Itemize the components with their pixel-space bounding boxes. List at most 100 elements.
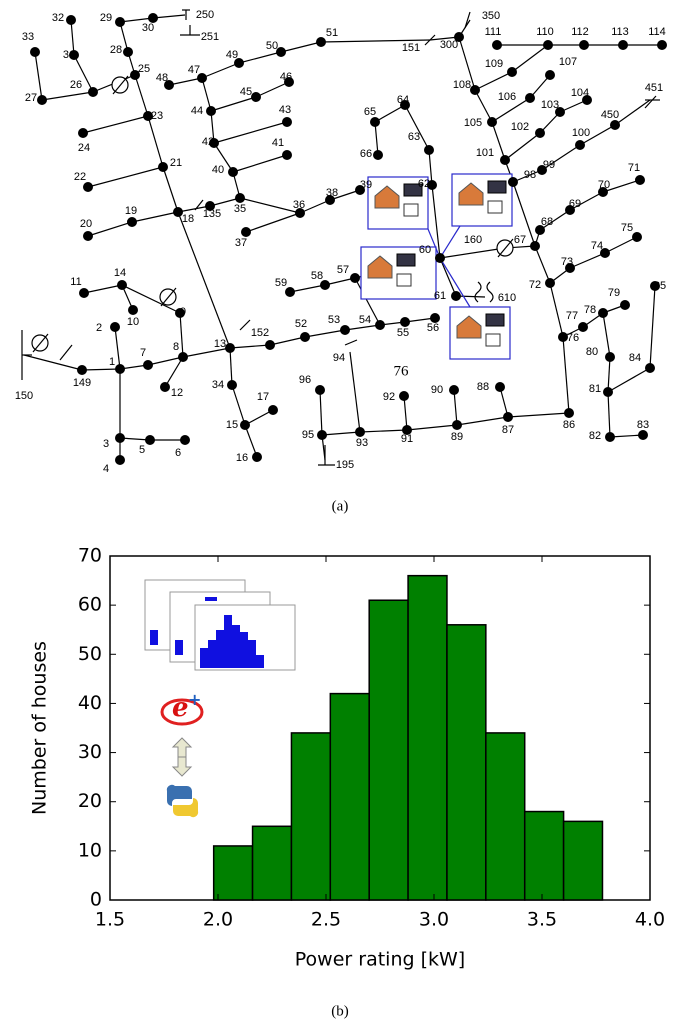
bar: [212, 845, 254, 901]
bus-label: 68: [541, 216, 553, 228]
bus-label: 26: [70, 79, 82, 91]
branch: [404, 104, 430, 151]
bus-node: [449, 385, 459, 395]
y-tick-label: 60: [78, 594, 102, 616]
bar: [251, 825, 293, 901]
bus-node: [282, 150, 292, 160]
branch: [607, 356, 611, 393]
bar: [485, 732, 526, 901]
bus-label: 80: [586, 346, 598, 358]
bus-label: 87: [502, 424, 514, 436]
bus-node: [618, 40, 628, 50]
bus-node: [400, 317, 410, 327]
branch: [182, 347, 231, 358]
bus-label: 37: [235, 237, 247, 249]
bus-node: [535, 128, 545, 138]
bus-label: 112: [571, 26, 589, 38]
bus-label: 13: [214, 338, 226, 350]
bus-node: [603, 387, 613, 397]
y-axis-label: Number of houses: [29, 641, 51, 815]
branch: [562, 336, 570, 414]
y-tick-label: 50: [78, 643, 102, 665]
bus-label: 44: [191, 105, 203, 117]
bus-node: [79, 288, 89, 298]
bus-node: [228, 167, 238, 177]
bus-node: [268, 405, 278, 415]
x-tick-label: 2.5: [311, 909, 341, 931]
branch: [529, 74, 551, 99]
bus-label: 12: [171, 387, 183, 399]
bus-node: [564, 408, 574, 418]
bus-label: 9: [180, 306, 186, 318]
bus-node: [575, 140, 585, 150]
bus-label: 113: [611, 26, 629, 38]
bus-node: [173, 207, 183, 217]
bus-node: [350, 273, 360, 283]
bar: [407, 574, 448, 901]
branch: [179, 312, 184, 358]
bus-label: 11: [70, 276, 81, 288]
branch: [244, 424, 258, 458]
bus-label: 610: [498, 292, 516, 304]
bus-node: [265, 340, 275, 350]
bus-node: [115, 17, 125, 27]
x-axis-label: Power rating [kW]: [295, 949, 465, 971]
bus-label: 110: [536, 26, 554, 38]
bus-node: [83, 182, 93, 192]
bar: [446, 624, 487, 901]
y-tick-label: 70: [78, 545, 102, 567]
bus-label: 67: [514, 234, 526, 246]
branch: [210, 110, 215, 144]
branch: [280, 41, 322, 53]
branch: [321, 431, 361, 436]
bus-node: [197, 73, 207, 83]
bus-node: [620, 300, 630, 310]
branch: [374, 121, 379, 156]
branch: [245, 212, 301, 233]
bar: [523, 810, 565, 901]
bus-node: [37, 95, 47, 105]
battery: [485, 333, 501, 347]
branch: [164, 356, 184, 388]
bus-label: 31: [63, 49, 75, 61]
bus-node: [487, 117, 497, 127]
bus-node: [565, 205, 575, 215]
branch: [569, 252, 606, 269]
bus-label: 70: [598, 179, 610, 191]
bus-node: [435, 253, 445, 263]
pv-panel: [403, 183, 423, 197]
bus-node: [375, 320, 385, 330]
bus-node: [160, 382, 170, 392]
bus-node: [206, 106, 216, 116]
bus-node: [503, 412, 513, 422]
bus-label: 86: [563, 419, 575, 431]
bus-label: 4: [103, 463, 109, 475]
branch: [147, 115, 164, 168]
bus-label: 52: [295, 318, 307, 330]
bus-node: [525, 93, 535, 103]
x-tick-label: 2.0: [203, 909, 233, 931]
branch: [289, 284, 326, 293]
branch: [507, 412, 570, 418]
branch: [213, 142, 234, 173]
bus-label: 73: [561, 256, 573, 268]
branch: [82, 115, 149, 134]
house-icon: [456, 315, 482, 339]
bus-label: 21: [170, 157, 182, 169]
bus-node: [558, 332, 568, 342]
branch: [201, 77, 212, 112]
y-tick-label: 20: [78, 790, 102, 812]
bus-label: 38: [326, 187, 338, 199]
bar: [368, 599, 409, 901]
bus-node: [578, 322, 588, 332]
bus-node: [241, 227, 251, 237]
bus-node: [325, 195, 335, 205]
bus-label: 8: [173, 341, 179, 353]
bus-label: 43: [279, 104, 291, 116]
branch: [255, 81, 290, 98]
branch: [114, 326, 121, 370]
bus-label: 98: [524, 169, 536, 181]
bus-label: 99: [543, 159, 555, 171]
bus-node: [600, 248, 610, 258]
bus-label: 85: [654, 280, 666, 292]
